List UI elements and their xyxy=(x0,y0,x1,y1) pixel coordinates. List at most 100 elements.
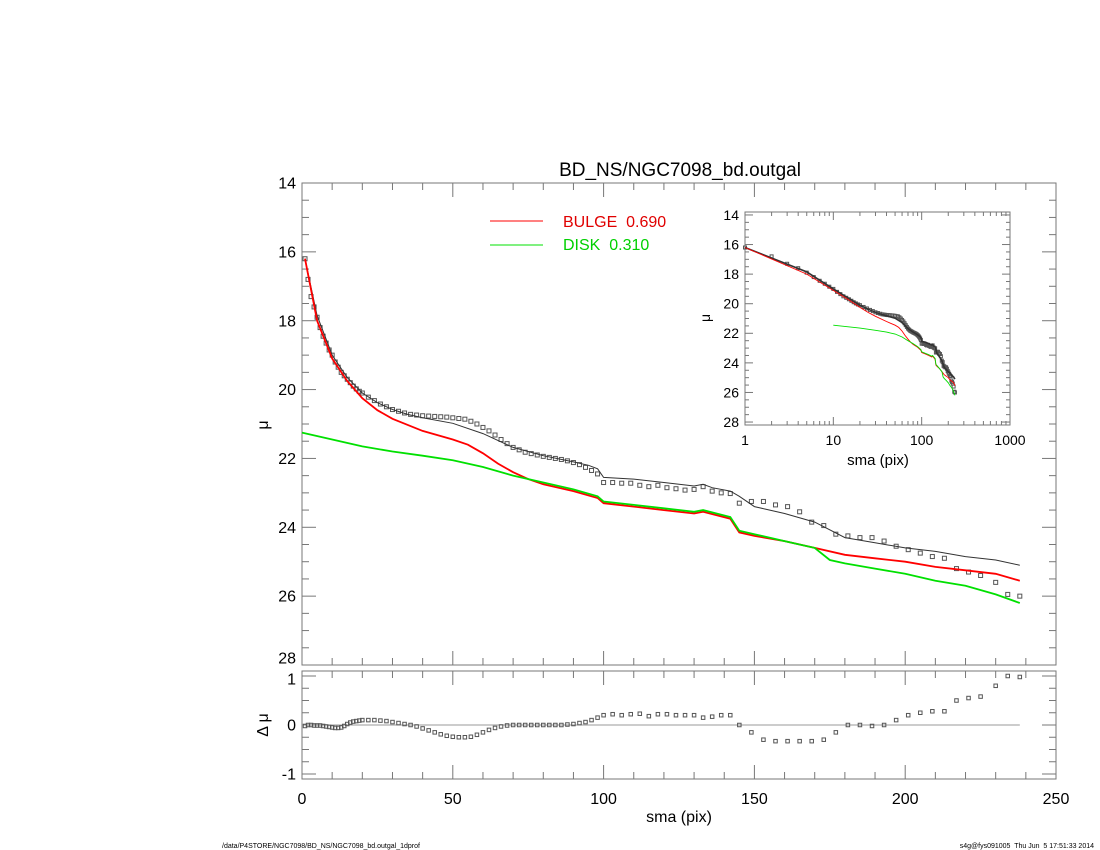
legend: BULGE 0.690 DISK 0.310 xyxy=(490,214,666,254)
residual-x-label: sma (pix) xyxy=(646,809,712,826)
residual-point xyxy=(366,717,371,723)
data-point xyxy=(748,498,754,504)
residual-point xyxy=(773,738,778,744)
residual-point xyxy=(619,712,624,718)
residual-point xyxy=(881,722,887,728)
residual-point xyxy=(486,727,492,733)
residual-point xyxy=(918,710,923,715)
data-point xyxy=(760,498,766,504)
residual-point xyxy=(480,730,486,735)
data-point xyxy=(682,487,688,493)
data-point xyxy=(414,412,420,418)
residual-point xyxy=(978,694,983,699)
data-point xyxy=(797,509,803,515)
residual-point xyxy=(583,719,588,725)
residual-point xyxy=(504,723,510,728)
DISK-line xyxy=(301,431,1021,604)
data-point xyxy=(474,421,480,427)
data-point xyxy=(941,555,947,561)
data-point xyxy=(978,572,984,578)
data-point xyxy=(468,418,474,424)
residual-point xyxy=(372,717,377,723)
y-tick-label: 26 xyxy=(278,589,296,606)
residual-point xyxy=(797,738,802,744)
residual-point xyxy=(930,709,935,714)
residual-point xyxy=(610,711,615,717)
residual-point xyxy=(559,722,564,728)
data-point xyxy=(528,451,534,457)
data-point xyxy=(736,500,742,506)
data-point xyxy=(383,404,389,410)
residual-point xyxy=(456,735,462,740)
residual-point xyxy=(737,722,742,728)
data-point xyxy=(365,394,371,400)
x-tick-label: 150 xyxy=(741,791,768,808)
legend-bulge-label: BULGE 0.690 xyxy=(563,214,666,231)
DISK-line xyxy=(833,324,956,396)
y-tick-label: -1 xyxy=(282,767,296,784)
residual-point xyxy=(749,730,754,735)
residual-point xyxy=(577,720,582,726)
data-point xyxy=(655,482,661,488)
residual-point xyxy=(845,722,851,728)
data-point xyxy=(583,464,589,470)
data-point xyxy=(492,432,498,438)
residual-point xyxy=(426,728,431,733)
residual-point xyxy=(833,730,839,735)
residual-point xyxy=(438,732,443,737)
y-tick-label: 22 xyxy=(723,325,739,341)
inset-background xyxy=(745,212,1010,425)
residual-point xyxy=(821,737,827,742)
y-tick-label: 18 xyxy=(278,313,296,330)
chart-title: BD_NS/NGC7098_bd.outgal xyxy=(559,160,801,181)
x-tick-label: 10 xyxy=(826,432,842,448)
residual-point xyxy=(528,722,534,728)
data-point xyxy=(510,444,516,450)
data-point xyxy=(785,504,791,510)
y-tick-label: 20 xyxy=(723,296,739,312)
data-point xyxy=(929,554,935,560)
data-point xyxy=(486,428,492,434)
data-point xyxy=(673,486,679,492)
residual-panel: 0 50 100 150 200 250-101 xyxy=(282,670,1070,808)
data-point xyxy=(359,390,365,396)
x-tick-label: 250 xyxy=(1043,791,1070,808)
residual-point xyxy=(966,695,971,701)
residual-point xyxy=(408,722,413,728)
data-point xyxy=(377,401,383,407)
data-point xyxy=(444,414,450,420)
y-tick-label: 16 xyxy=(278,244,296,261)
x-tick-label: 100 xyxy=(590,791,617,808)
residual-point xyxy=(522,722,528,728)
residual-point xyxy=(893,717,899,723)
residual-point xyxy=(402,721,407,727)
residual-point xyxy=(728,712,733,718)
data-point xyxy=(595,471,601,477)
data-point xyxy=(709,488,715,494)
residual-y-label: Δ μ xyxy=(255,713,272,736)
residual-point xyxy=(534,722,540,728)
residual-point xyxy=(384,718,389,724)
data-point xyxy=(718,490,724,496)
residual-point xyxy=(474,732,480,738)
residual-point xyxy=(468,734,474,740)
residual-point xyxy=(869,723,875,729)
data-point xyxy=(1017,593,1023,599)
residual-point xyxy=(637,711,643,716)
residual-point xyxy=(664,711,670,717)
data-point xyxy=(371,398,377,404)
y-tick-label: 20 xyxy=(278,382,296,399)
data-point xyxy=(646,484,652,490)
data-point xyxy=(619,480,625,486)
data-point xyxy=(576,462,582,468)
residual-point xyxy=(709,714,715,719)
residual-point xyxy=(553,722,558,728)
residual-point xyxy=(809,738,814,744)
residual-point xyxy=(785,738,790,744)
residual-point xyxy=(993,683,998,689)
legend-disk-label: DISK 0.310 xyxy=(563,237,649,254)
x-tick-label: 1000 xyxy=(994,432,1025,448)
data-point xyxy=(937,352,942,356)
main-y-label: μ xyxy=(255,420,272,429)
residual-point xyxy=(595,715,600,720)
